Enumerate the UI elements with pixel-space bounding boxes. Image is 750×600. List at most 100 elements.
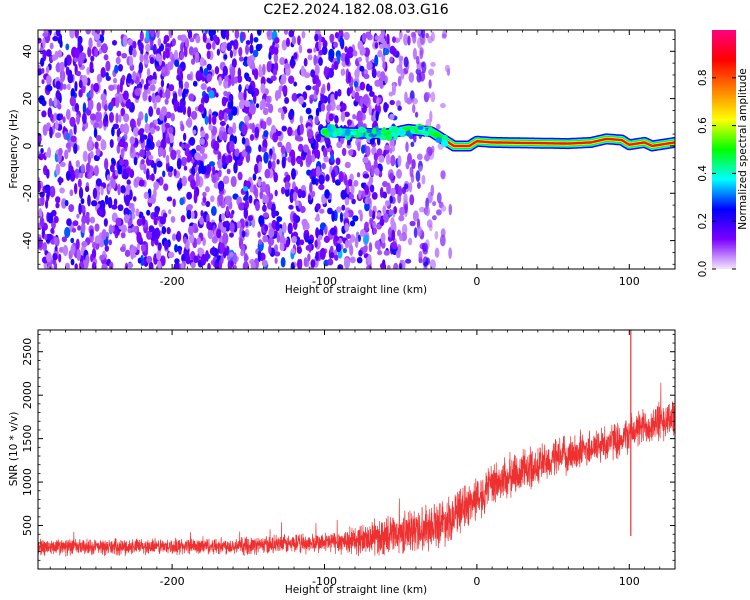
spectrogram-noise-mark: [262, 107, 269, 116]
spectrogram-noise-mark: [375, 110, 379, 122]
spectrogram-noise-mark: [76, 213, 80, 219]
spectrogram-noise-mark: [140, 244, 146, 252]
spectrogram-noise-mark: [39, 191, 45, 198]
spectrogram-noise-mark: [307, 194, 312, 201]
spectrogram-noise-mark: [177, 87, 183, 97]
colorbar-tick-label: 0.4: [697, 165, 709, 182]
spectrogram-noise-mark: [412, 210, 419, 222]
spectrogram-noise-mark: [315, 133, 322, 143]
spectrogram-noise-mark: [356, 110, 363, 123]
spectrogram-noise-mark: [252, 173, 257, 181]
spectrogram-noise-mark: [101, 30, 105, 36]
spectrogram-noise-mark: [146, 68, 151, 77]
spectrogram-noise-mark: [165, 154, 170, 164]
spectrogram-noise-mark: [164, 98, 169, 105]
spectrogram-noise-mark: [204, 133, 209, 141]
spectrogram-noise-mark: [222, 232, 229, 245]
spectrogram-signal-mark: [338, 127, 343, 136]
spectrogram-noise-mark: [372, 220, 376, 229]
spectrogram-noise-mark: [180, 156, 187, 167]
spectrogram-noise-mark: [281, 125, 287, 132]
spectrogram-noise-mark: [367, 197, 372, 205]
spectrogram-noise-mark: [173, 168, 177, 177]
spectrogram-noise-mark: [175, 234, 180, 240]
spectrogram-noise-mark: [347, 71, 352, 84]
spectrogram-noise-mark: [53, 112, 58, 122]
spectrogram-noise-mark: [306, 128, 314, 139]
spectrogram-noise-mark: [416, 153, 423, 161]
spectrogram-noise-mark: [431, 215, 437, 221]
spectrogram-noise-mark: [244, 200, 249, 210]
spectrogram-noise-mark: [192, 80, 198, 87]
snr-xtick-label: -200: [160, 575, 185, 588]
spectrogram-noise-mark: [186, 204, 193, 211]
spectrogram-noise-mark: [75, 160, 80, 168]
spectrogram-noise-mark: [93, 165, 99, 177]
spectrogram-noise-mark: [249, 103, 256, 115]
spectrogram-noise-mark: [288, 30, 295, 38]
spectrogram-noise-mark: [126, 167, 131, 174]
spectrogram-noise-mark: [310, 259, 316, 268]
spectrogram-noise-mark: [285, 37, 291, 47]
spectrogram-noise-mark: [167, 165, 174, 173]
spectrogram-noise-mark: [378, 155, 385, 163]
spectrogram-noise-mark: [225, 30, 230, 41]
spectrogram-noise-mark: [115, 56, 121, 65]
spectrogram-noise-mark: [93, 82, 100, 93]
spectrogram-noise-mark: [258, 69, 264, 78]
spectrogram-noise-mark: [348, 149, 354, 156]
spectrogram-noise-mark: [260, 83, 266, 94]
spectrogram-noise-mark: [96, 207, 103, 216]
spectrogram-noise-mark: [280, 110, 285, 121]
spectrogram-noise-mark: [323, 155, 329, 163]
spectrogram-noise-mark: [274, 189, 278, 197]
spectrogram-noise-mark: [93, 122, 100, 128]
spectrogram-noise-mark: [440, 205, 447, 212]
spectrogram-noise-mark: [223, 112, 228, 123]
spectrogram-noise-mark: [234, 76, 238, 84]
spectrogram-noise-mark: [261, 181, 267, 191]
spectrogram-noise-mark: [229, 213, 234, 219]
spectrogram-noise-mark: [386, 33, 390, 45]
spectrogram-noise-mark: [55, 163, 61, 176]
spectrogram-noise-mark: [106, 174, 111, 182]
spectrogram-noise-mark: [284, 187, 290, 198]
spectrogram-noise-mark: [281, 156, 286, 169]
spectrogram-noise-mark: [176, 182, 183, 189]
spectrogram-noise-mark: [163, 39, 168, 45]
spectrogram-noise-mark: [428, 79, 432, 89]
spectrogram-noise-mark: [94, 223, 100, 232]
spectrogram-noise-mark: [216, 48, 221, 56]
spectrogram-noise-mark: [225, 220, 230, 227]
spectrogram-noise-mark: [89, 228, 94, 237]
spectrogram-noise-mark: [368, 91, 375, 98]
spectrogram-xtick-label: 100: [619, 275, 640, 288]
spectrogram-noise-mark: [52, 36, 59, 42]
spectrogram-noise-mark: [257, 250, 262, 263]
spectrogram-noise-mark: [212, 165, 216, 176]
spectrogram-noise-mark: [186, 209, 192, 220]
spectrogram-noise-mark: [299, 205, 306, 214]
spectrogram-noise-mark: [136, 243, 141, 251]
spectrogram-noise-mark: [411, 104, 416, 114]
snr-ylabel: SNR (10 * v/v): [8, 412, 20, 487]
spectrogram-noise-mark: [38, 153, 44, 161]
spectrogram-marks: [38, 30, 675, 269]
spectrogram-noise-mark: [202, 196, 207, 203]
spectrogram-noise-mark: [135, 208, 140, 217]
spectrogram-noise-mark: [123, 207, 130, 217]
spectrogram-noise-mark: [207, 262, 211, 269]
spectrogram-noise-mark: [334, 31, 339, 39]
spectrogram-noise-mark: [276, 232, 281, 243]
spectrogram-noise-mark: [439, 234, 446, 247]
spectrogram-noise-mark: [383, 250, 390, 256]
spectrogram-noise-mark: [75, 238, 80, 251]
spectrogram-noise-mark: [258, 239, 263, 246]
spectrogram-noise-mark: [111, 126, 115, 137]
spectrogram-noise-mark: [245, 44, 250, 55]
spectrogram-noise-mark: [164, 88, 171, 100]
spectrogram-noise-mark: [155, 95, 161, 103]
spectrogram-noise-mark: [108, 84, 115, 91]
spectrogram-noise-mark: [174, 59, 180, 67]
